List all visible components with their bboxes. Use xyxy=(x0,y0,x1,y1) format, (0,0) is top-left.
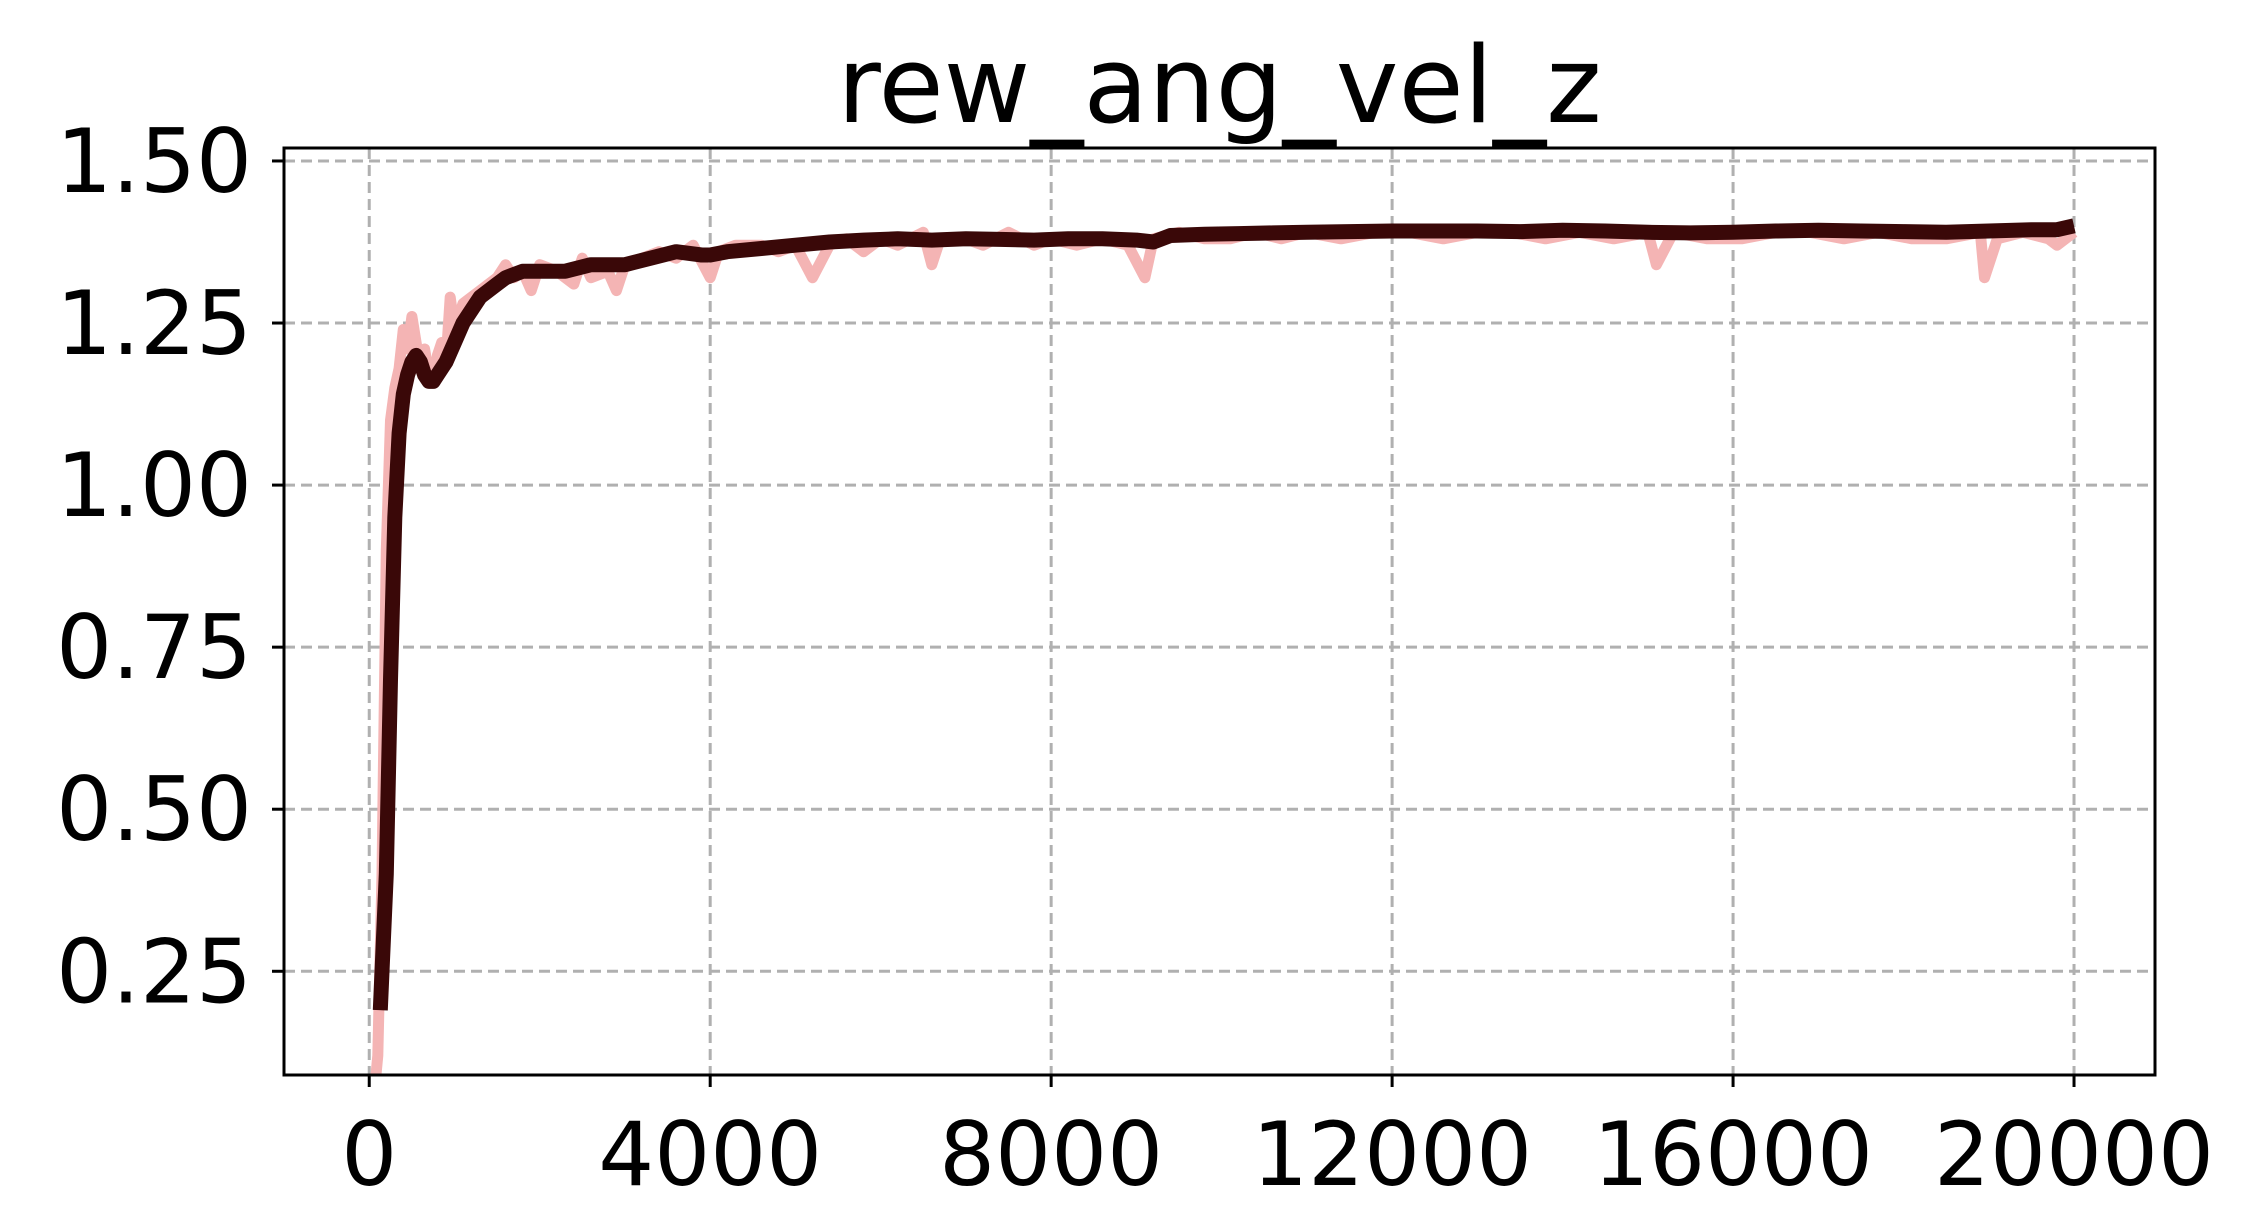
chart-title: rew_ang_vel_z xyxy=(837,24,1602,147)
x-tick-label: 4000 xyxy=(598,1103,822,1206)
y-tick-label: 1.25 xyxy=(56,272,252,375)
y-tick-label: 0.50 xyxy=(56,758,252,861)
y-tick-label: 1.00 xyxy=(56,434,252,537)
y-tick-label: 0.75 xyxy=(56,596,252,699)
series-line-smoothed xyxy=(372,218,2076,1011)
x-tick-label: 12000 xyxy=(1252,1103,1532,1206)
series-layer xyxy=(370,218,2078,1075)
x-tick-label: 16000 xyxy=(1593,1103,1873,1206)
x-tick-label: 0 xyxy=(341,1103,397,1206)
axes-frame xyxy=(282,146,2157,1077)
x-tick-label: 20000 xyxy=(1934,1103,2214,1206)
grid-lines xyxy=(284,148,2155,1075)
x-tick-label: 8000 xyxy=(939,1103,1163,1206)
y-tick-label: 0.25 xyxy=(56,920,252,1023)
y-tick-label: 1.50 xyxy=(56,110,252,213)
tick-layer: 0 4000 8000 12000 16000 20000 0.25 0.50 0.75 1.00… xyxy=(56,110,2214,1206)
